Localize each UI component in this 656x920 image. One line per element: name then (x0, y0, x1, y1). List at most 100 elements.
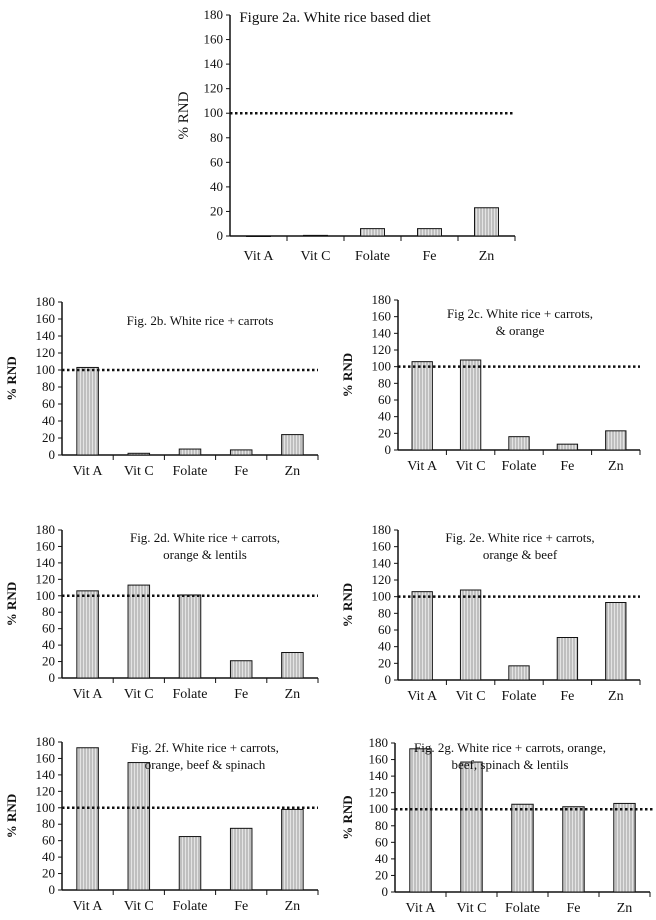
y-tick-label: 100 (36, 800, 56, 815)
y-tick-label: 0 (49, 670, 56, 685)
y-axis-label: % RND (340, 353, 355, 397)
y-tick-label: 140 (36, 328, 56, 343)
chart-title: Fig. 2g. White rice + carrots, orange, (414, 740, 606, 755)
y-tick-label: 60 (210, 154, 223, 169)
y-tick-label: 100 (204, 105, 224, 120)
y-tick-label: 80 (210, 130, 223, 145)
x-category-label: Fe (560, 689, 574, 704)
bar-vit-c (303, 234, 328, 237)
y-tick-label: 60 (378, 622, 391, 637)
bar-vit-a (409, 748, 432, 893)
y-tick-label: 100 (372, 359, 392, 374)
chart-title: orange & beef (483, 547, 558, 562)
bar-fe (417, 228, 442, 237)
y-tick-label: 0 (217, 228, 224, 243)
y-tick-label: 140 (369, 768, 389, 783)
chart-title: & orange (496, 323, 545, 338)
chart-title: beef, spinach & lentils (452, 757, 569, 772)
x-category-label: Folate (173, 687, 208, 702)
y-tick-label: 20 (378, 425, 391, 440)
x-category-label: Folate (355, 249, 390, 264)
y-tick-label: 20 (42, 654, 55, 669)
y-axis-label: % RND (4, 356, 19, 400)
y-tick-label: 40 (42, 849, 55, 864)
bar-fe (229, 827, 253, 891)
x-category-label: Vit A (406, 901, 437, 916)
y-tick-label: 0 (385, 672, 392, 687)
y-tick-label: 180 (36, 734, 56, 749)
y-tick-label: 40 (42, 413, 55, 428)
chart-title: Figure 2a. White rice based diet (239, 10, 431, 26)
bar-folate (511, 803, 534, 893)
y-tick-label: 140 (36, 767, 56, 782)
x-category-label: Vit C (457, 901, 487, 916)
x-category-label: Folate (502, 459, 537, 474)
y-tick-label: 0 (49, 447, 56, 462)
bar-folate (178, 594, 202, 679)
y-tick-label: 80 (378, 375, 391, 390)
x-category-label: Zn (479, 249, 495, 264)
x-category-label: Vit C (124, 899, 154, 914)
y-tick-label: 40 (378, 639, 391, 654)
bar-zn (281, 652, 304, 679)
y-tick-label: 0 (382, 884, 389, 899)
bar-vit-c (459, 359, 482, 451)
y-tick-label: 20 (42, 430, 55, 445)
bar-fe (556, 637, 579, 681)
bar-vit-a (246, 235, 271, 237)
y-tick-label: 180 (372, 292, 392, 307)
y-tick-label: 80 (42, 604, 55, 619)
y-tick-label: 160 (372, 309, 392, 324)
y-tick-label: 120 (372, 572, 392, 587)
x-category-label: Fe (234, 687, 248, 702)
x-category-label: Zn (285, 899, 301, 914)
x-category-label: Vit C (124, 464, 154, 479)
x-category-label: Vit A (73, 687, 104, 702)
bar-zn (281, 808, 304, 891)
bar-vit-c (459, 589, 482, 681)
x-category-label: Vit A (407, 459, 438, 474)
chart-title: Fig. 2f. White rice + carrots, (131, 740, 279, 755)
x-category-label: Fe (234, 899, 248, 914)
y-tick-label: 120 (204, 81, 224, 96)
y-tick-label: 180 (36, 294, 56, 309)
x-category-label: Fe (567, 901, 581, 916)
y-tick-label: 20 (375, 867, 388, 882)
y-tick-label: 80 (42, 816, 55, 831)
y-tick-label: 140 (204, 56, 224, 71)
bar-vit-c (127, 584, 151, 679)
bar-zn (281, 434, 304, 456)
x-category-label: Folate (173, 899, 208, 914)
y-tick-label: 160 (369, 752, 389, 767)
bar-fe (229, 660, 253, 679)
x-category-label: Folate (502, 689, 537, 704)
x-category-label: Zn (285, 464, 301, 479)
y-tick-label: 160 (36, 538, 56, 553)
y-tick-label: 40 (210, 179, 223, 194)
y-tick-label: 40 (375, 851, 388, 866)
y-tick-label: 80 (378, 605, 391, 620)
y-tick-label: 20 (42, 866, 55, 881)
x-category-label: Fe (560, 459, 574, 474)
bar-vit-a (76, 590, 99, 679)
y-tick-label: 180 (369, 735, 389, 750)
y-tick-label: 0 (49, 882, 56, 897)
x-category-label: Vit A (244, 249, 275, 264)
y-tick-label: 160 (372, 539, 392, 554)
y-axis-label: % RND (340, 583, 355, 627)
bar-folate (360, 228, 385, 237)
bar-zn (613, 802, 636, 893)
bar-vit-a (411, 591, 433, 681)
x-category-label: Vit A (73, 899, 104, 914)
y-tick-label: 120 (372, 342, 392, 357)
y-axis-label: % RND (4, 794, 19, 838)
y-tick-label: 60 (42, 396, 55, 411)
bar-folate (178, 836, 202, 891)
y-tick-label: 180 (372, 522, 392, 537)
bar-vit-a (411, 361, 433, 451)
